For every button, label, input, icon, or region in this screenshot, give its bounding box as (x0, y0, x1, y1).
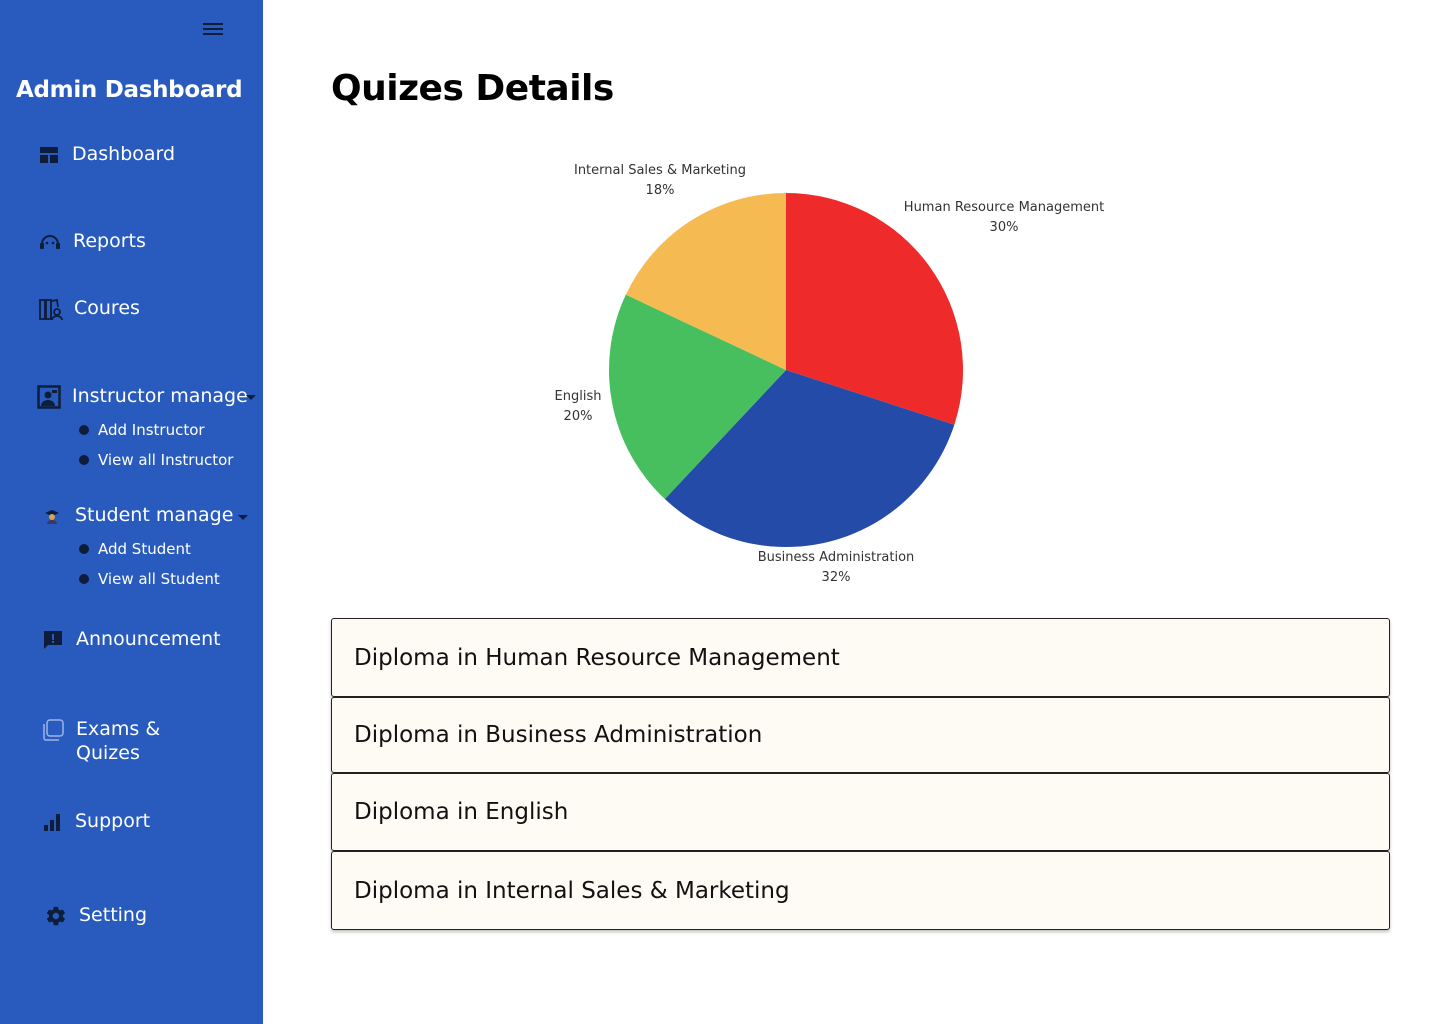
sidebar-subitem-view-student[interactable]: View all Student (79, 570, 220, 588)
page-title: Quizes Details (331, 68, 614, 109)
sidebar-item-label: Announcement (76, 628, 221, 650)
menu-icon[interactable] (203, 23, 223, 37)
instructor-icon (36, 384, 62, 410)
quiz-icon (40, 717, 66, 743)
sidebar-item-announcement[interactable]: Announcement (40, 627, 221, 653)
sidebar: Admin Dashboard Dashboard Reports Coures… (0, 0, 263, 1024)
sidebar-item-label: Coures (74, 297, 140, 319)
sidebar-item-exams-quizes[interactable]: Exams & Quizes (40, 717, 160, 765)
quiz-pie-chart: Human Resource Management 30% Business Adm… (555, 163, 1105, 585)
course-item-sales-marketing[interactable]: Diploma in Internal Sales & Marketing (331, 851, 1390, 930)
sidebar-subitem-label: View all Instructor (98, 451, 234, 469)
course-item-business-admin[interactable]: Diploma in Business Administration (331, 697, 1390, 773)
sidebar-item-label: Instructor manage (72, 385, 248, 407)
bullet-icon (79, 544, 89, 554)
course-label: Diploma in Human Resource Management (354, 644, 840, 671)
pie-slice-label: Internal Sales & Marketing (574, 163, 746, 178)
gear-icon (43, 903, 69, 929)
sidebar-subitem-add-student[interactable]: Add Student (79, 540, 191, 558)
sidebar-subitem-label: View all Student (98, 570, 220, 588)
pie-slice-business-administration (664, 370, 955, 547)
brand-title: Admin Dashboard (16, 77, 243, 103)
announcement-icon (40, 627, 66, 653)
sidebar-item-reports[interactable]: Reports (37, 229, 146, 255)
sidebar-item-student-manage[interactable]: Student manage (39, 503, 233, 529)
bullet-icon (79, 425, 89, 435)
student-icon (39, 503, 65, 529)
pie-slice-label: Business Administration (758, 550, 915, 565)
sidebar-item-instructor-manage[interactable]: Instructor manage (36, 384, 248, 410)
exams-label-line2: Quizes (76, 742, 140, 764)
sidebar-item-label: Setting (79, 904, 148, 926)
course-item-hrm[interactable]: Diploma in Human Resource Management (331, 618, 1390, 697)
sidebar-item-label: Support (75, 810, 151, 832)
pie-slice-percent: 18% (646, 183, 675, 198)
course-label: Diploma in English (354, 799, 569, 825)
instructor-expand-icon[interactable] (246, 395, 256, 400)
course-label: Diploma in Internal Sales & Marketing (354, 877, 790, 904)
sidebar-item-support[interactable]: Support (39, 809, 150, 835)
support-agent-icon (37, 229, 63, 255)
sidebar-subitem-label: Add Instructor (98, 421, 205, 439)
pie-slice-english (609, 294, 786, 500)
bar-chart-icon (39, 809, 65, 835)
sidebar-item-setting[interactable]: Setting (43, 903, 147, 929)
pie-slice-percent: 20% (564, 409, 593, 424)
exams-label-line1: Exams & (76, 718, 161, 740)
pie-slice-human-resource-management (786, 193, 963, 425)
student-expand-icon[interactable] (238, 515, 248, 520)
dashboard-icon (36, 142, 62, 168)
sidebar-item-dashboard[interactable]: Dashboard (36, 142, 175, 168)
pie-slice-percent: 30% (990, 220, 1019, 235)
library-person-icon (38, 296, 64, 322)
course-label: Diploma in Business Administration (354, 722, 763, 748)
sidebar-subitem-add-instructor[interactable]: Add Instructor (79, 421, 205, 439)
pie-slice-label: Human Resource Management (904, 200, 1104, 215)
bullet-icon (79, 574, 89, 584)
sidebar-item-label: Dashboard (72, 143, 176, 165)
sidebar-subitem-view-instructor[interactable]: View all Instructor (79, 451, 233, 469)
sidebar-item-label: Exams & Quizes (76, 717, 160, 765)
sidebar-item-label: Student manage (75, 504, 234, 526)
sidebar-item-label: Reports (73, 230, 146, 252)
bullet-icon (79, 455, 89, 465)
sidebar-subitem-label: Add Student (98, 540, 191, 558)
pie-slice-internal-sales-marketing (625, 193, 786, 370)
course-item-english[interactable]: Diploma in English (331, 773, 1390, 851)
sidebar-item-courses[interactable]: Coures (38, 296, 140, 322)
pie-slice-label: English (555, 389, 602, 404)
pie-slice-percent: 32% (822, 570, 851, 585)
